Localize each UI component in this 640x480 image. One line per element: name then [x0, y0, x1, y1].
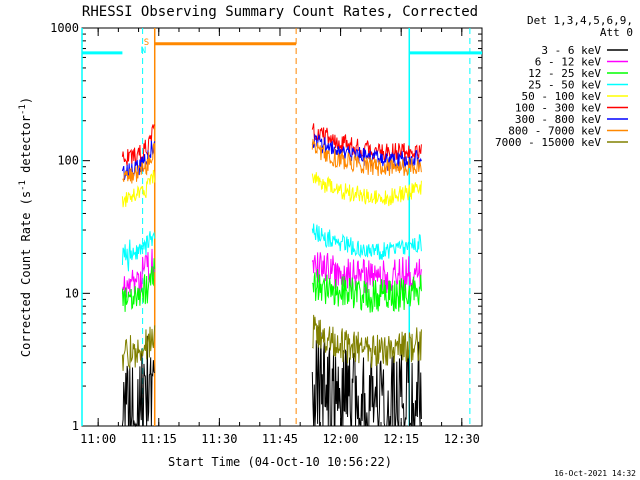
plot-area: 1 10 100 1000 11:00 11:15 11:30 11:45 12:00 12:1… — [50, 21, 483, 446]
legend-title-line-2: Att 0 — [600, 26, 633, 39]
y-axis-label: Corrected Count Rate (s-1 detector-1) — [18, 97, 33, 357]
saa-label: S — [144, 38, 149, 48]
series-line-2 — [121, 258, 156, 312]
y-tick-label: 1000 — [50, 21, 79, 35]
generated-timestamp: 16-Oct-2021 14:32 — [554, 469, 636, 478]
y-tick-label: 10 — [65, 286, 79, 300]
legend-label: 800 - 7000 keV — [508, 125, 601, 138]
y-tick-label: 100 — [57, 154, 79, 168]
legend-label: 25 - 50 keV — [528, 79, 601, 92]
series-line-4 — [311, 172, 422, 207]
night-label: N — [141, 46, 146, 56]
series-line-4 — [121, 169, 156, 208]
x-axis: 11:00 11:15 11:30 11:45 12:00 12:15 12:30 — [80, 28, 483, 446]
x-tick-label: 11:15 — [141, 432, 177, 446]
series-8 — [121, 314, 422, 371]
series-line-7 — [122, 143, 156, 184]
series-line-8 — [121, 325, 156, 371]
x-tick-label: 11:45 — [262, 432, 298, 446]
series-2 — [121, 258, 422, 313]
series-line-8 — [311, 314, 422, 368]
x-axis-label: Start Time (04-Oct-10 10:56:22) — [168, 455, 392, 469]
x-tick-label: 12:15 — [383, 432, 419, 446]
x-tick-label: 11:00 — [80, 432, 116, 446]
series-line-5 — [311, 123, 422, 163]
legend-label: 7000 - 15000 keV — [495, 136, 601, 149]
legend-label: 12 - 25 keV — [528, 67, 601, 80]
data-series — [121, 123, 422, 428]
chart-title: RHESSI Observing Summary Count Rates, Co… — [82, 4, 478, 20]
series-7 — [122, 138, 422, 184]
legend-title-line-1: Det 1,3,4,5,6,9, — [527, 14, 633, 27]
x-tick-label: 11:30 — [201, 432, 237, 446]
series-line-0 — [311, 326, 422, 427]
y-axis: 1 10 100 1000 — [50, 21, 482, 433]
series-5 — [121, 123, 422, 167]
series-0 — [121, 326, 422, 428]
series-4 — [121, 169, 422, 208]
x-tick-label: 12:30 — [444, 432, 480, 446]
legend-label: 50 - 100 keV — [522, 90, 602, 103]
legend-label: 300 - 800 keV — [515, 113, 601, 126]
legend-label: 3 - 6 keV — [541, 44, 601, 57]
series-line-7 — [311, 138, 422, 176]
legend-label: 100 - 300 keV — [515, 102, 601, 115]
series-line-5 — [121, 123, 156, 167]
y-tick-label: 1 — [72, 419, 79, 433]
legend-label: 6 - 12 keV — [535, 56, 602, 69]
series-6 — [121, 133, 422, 181]
x-tick-label: 12:00 — [323, 432, 359, 446]
series-line-0 — [121, 335, 156, 428]
series-line-3 — [311, 223, 422, 260]
series-line-1 — [311, 252, 422, 294]
series-line-3 — [121, 231, 156, 272]
time-annotations: SN — [81, 28, 482, 426]
series-3 — [121, 223, 422, 272]
series-line-2 — [311, 269, 422, 313]
